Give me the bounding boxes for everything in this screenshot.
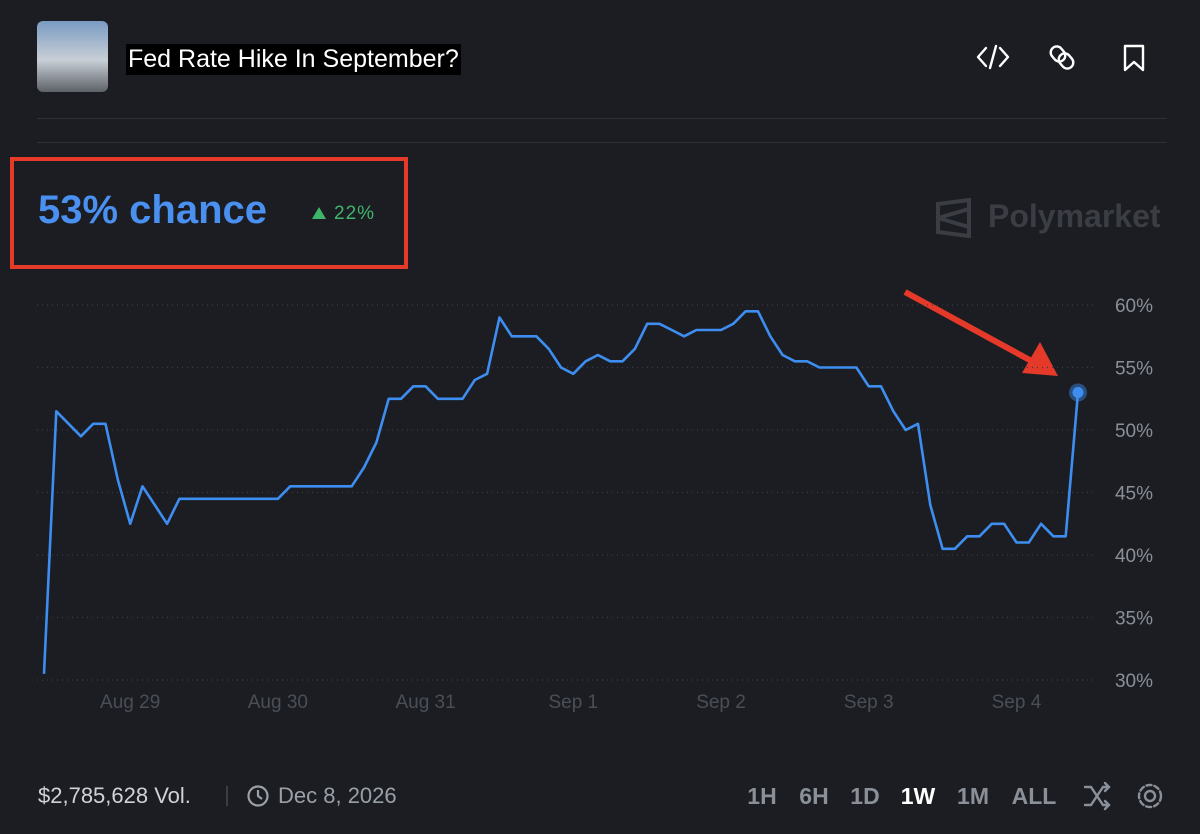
end-dot-core [1072, 387, 1084, 398]
separator [226, 786, 228, 806]
range-button[interactable]: 6H [799, 783, 829, 809]
y-tick-label: 40% [1115, 546, 1153, 567]
divider [37, 118, 1167, 119]
x-tick-label: Sep 4 [992, 692, 1042, 713]
volume: $2,785,628 Vol. [38, 783, 191, 808]
shuffle-icon[interactable] [1083, 781, 1111, 811]
x-tick-label: Sep 1 [548, 692, 598, 713]
y-tick-label: 60% [1115, 296, 1153, 317]
y-tick-label: 30% [1115, 671, 1153, 692]
icons [976, 44, 1145, 72]
embed-icon[interactable] [976, 44, 1010, 70]
watermark: Polymarket [988, 198, 1161, 234]
y-tick-label: 45% [1115, 484, 1153, 505]
logo [936, 198, 971, 238]
price-line [42, 310, 1080, 674]
chance: 53% chance [38, 188, 268, 232]
divider [37, 142, 1167, 143]
y-tick-label: 35% [1115, 609, 1153, 630]
link-icon[interactable] [1048, 44, 1075, 71]
x-tick-label: Aug 30 [248, 692, 308, 713]
annotation-arrow [903, 289, 1050, 373]
x-tick-label: Aug 31 [395, 692, 455, 713]
clock-icon [247, 785, 269, 807]
annotation-arrowhead [1022, 342, 1058, 376]
annotation-box [10, 157, 408, 269]
thumbnail [37, 21, 108, 92]
settings-icon[interactable] [1137, 783, 1163, 809]
x-tick-label: Sep 2 [696, 692, 746, 713]
y-tick-label: 55% [1115, 359, 1153, 380]
x-tick-label: Aug 29 [100, 692, 160, 713]
y-tick-label: 50% [1115, 421, 1153, 442]
x-tick-label: Sep 3 [844, 692, 894, 713]
range-button[interactable]: 1M [957, 783, 989, 809]
range-button[interactable]: 1D [850, 783, 880, 809]
market-title: Fed Rate Hike In September? [126, 44, 461, 75]
end-date: Dec 8, 2026 [278, 783, 397, 808]
controls [1083, 781, 1163, 811]
range-button[interactable]: ALL [1011, 783, 1057, 809]
range-button[interactable]: 1W [900, 783, 936, 809]
bookmark-icon[interactable] [1123, 44, 1145, 72]
up-triangle [312, 207, 326, 219]
change: 22% [334, 203, 376, 224]
range-button[interactable]: 1H [747, 783, 777, 809]
